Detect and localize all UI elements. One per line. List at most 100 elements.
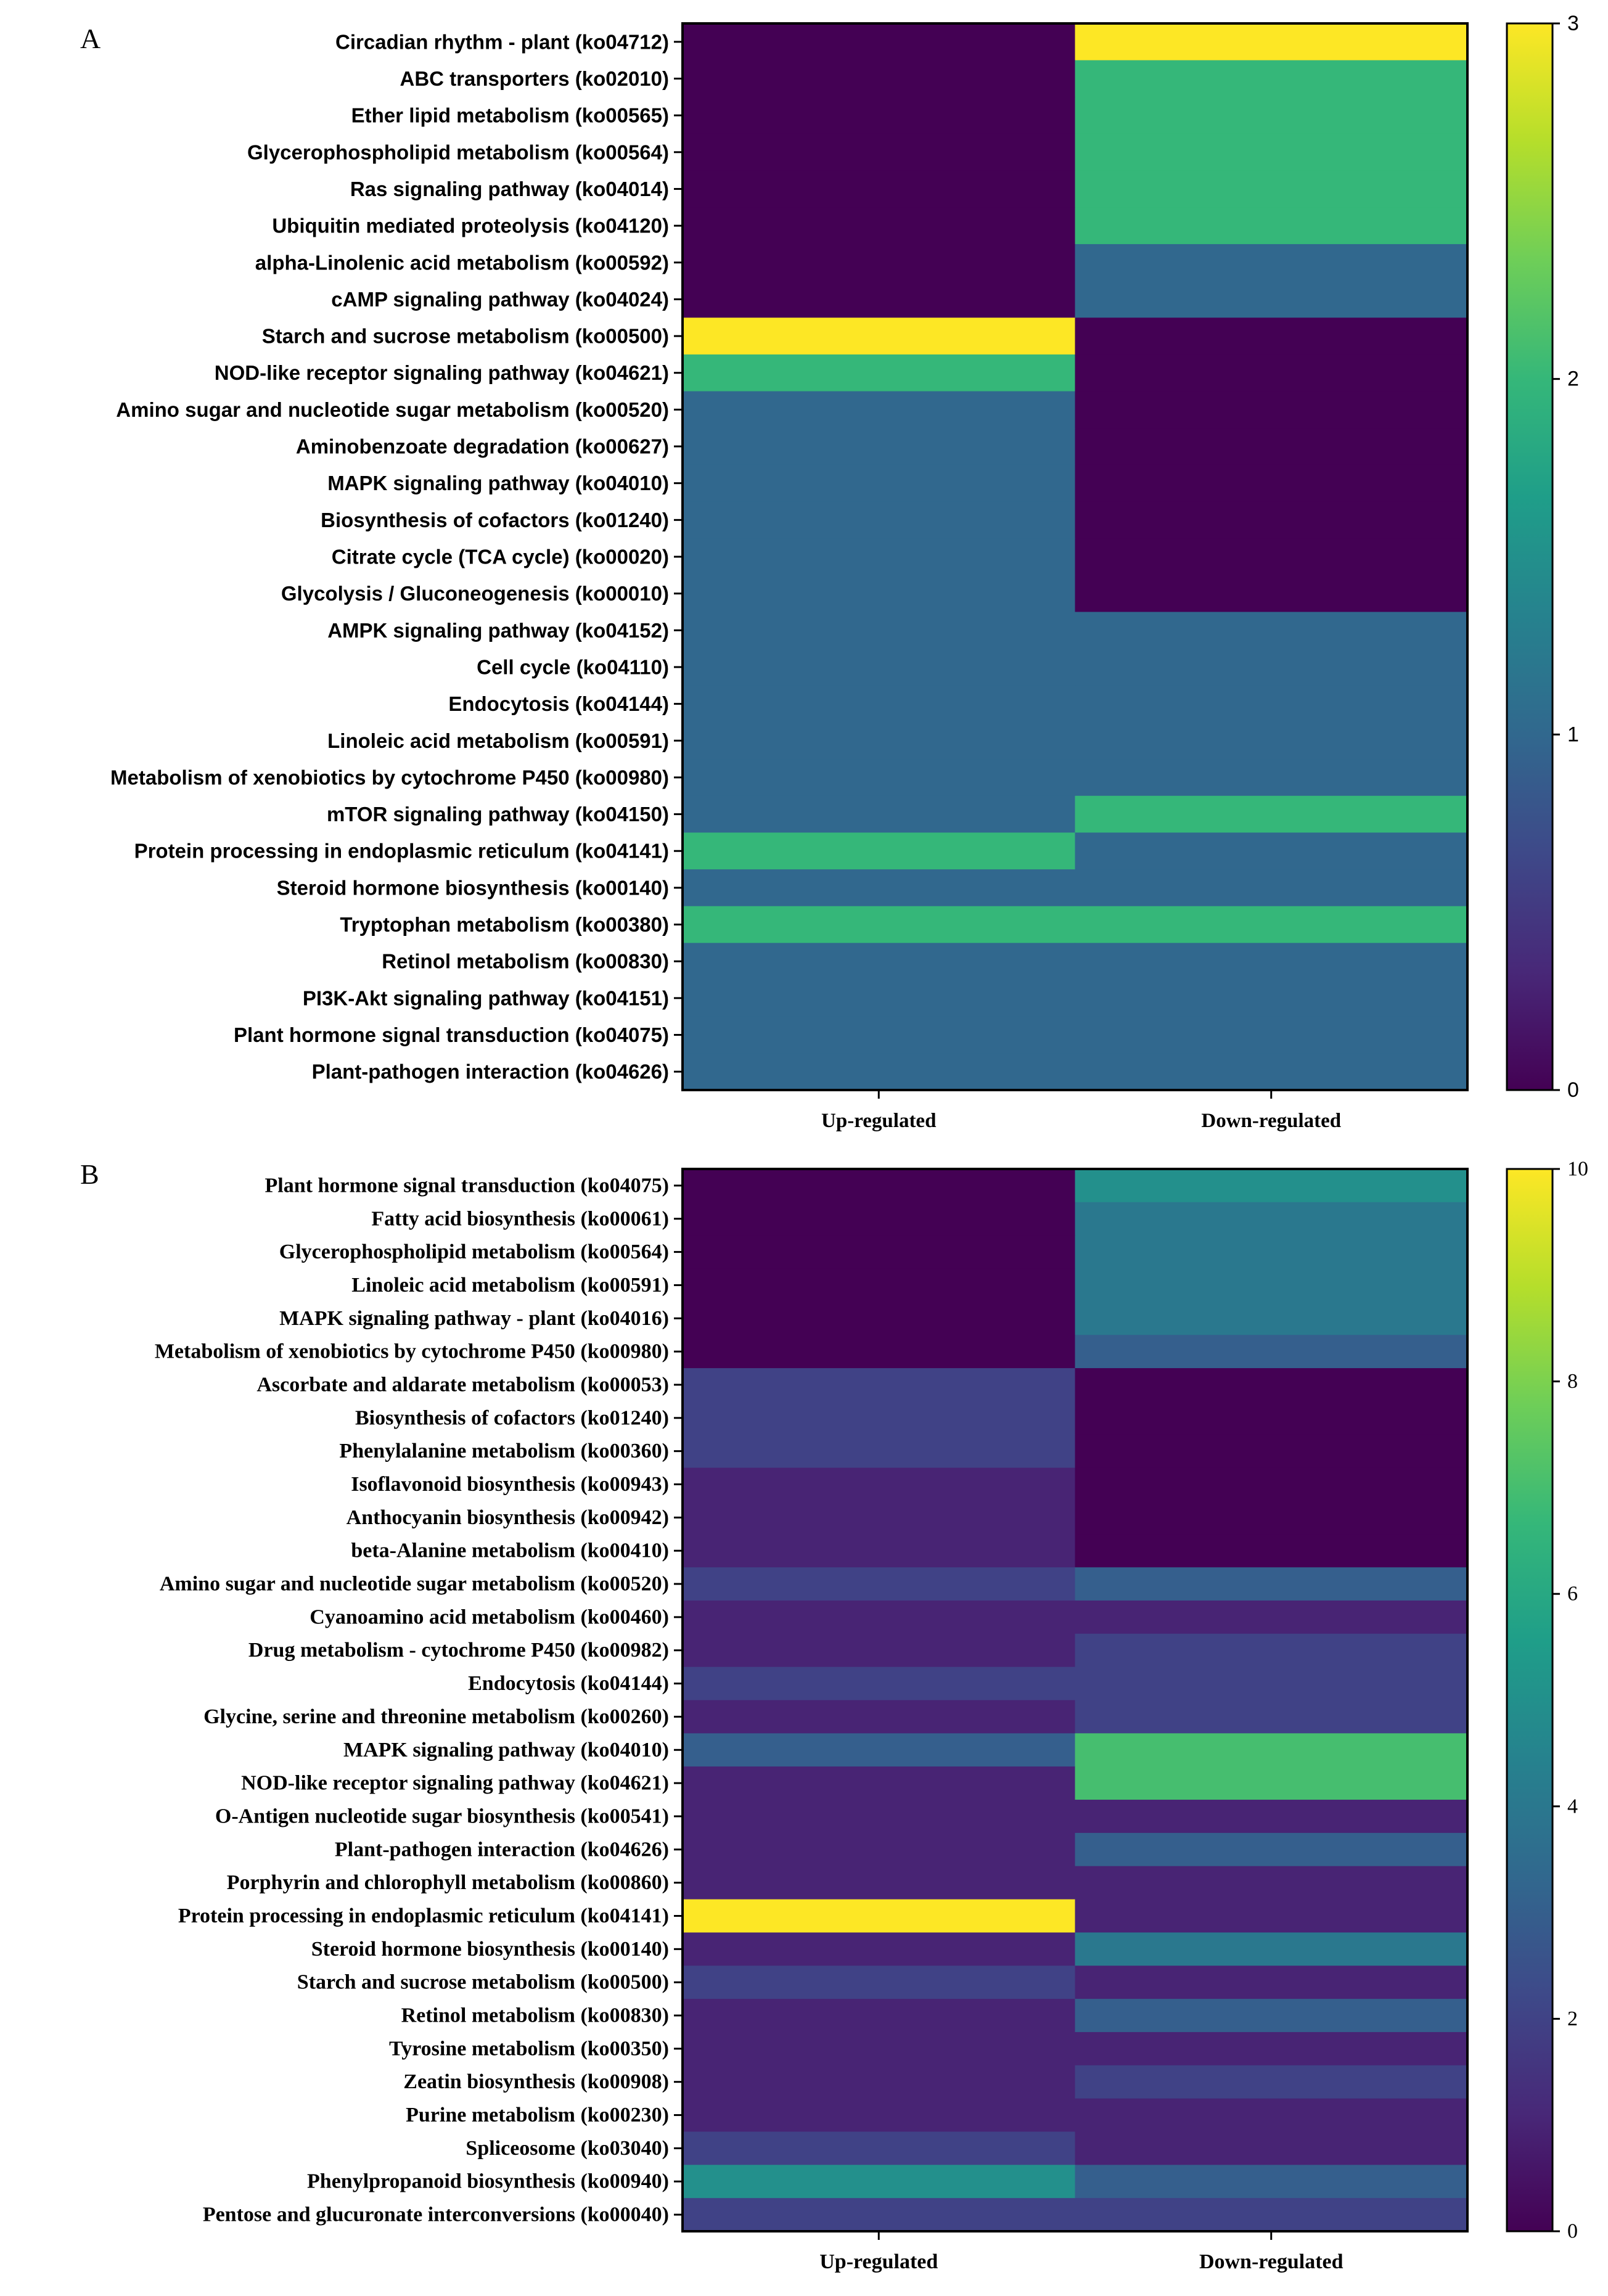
heatmap-cell	[1075, 23, 1468, 61]
row-label: Fatty acid biosynthesis (ko00061)	[371, 1207, 669, 1230]
heatmap-cell	[683, 207, 1076, 245]
heatmap-cell	[683, 244, 1076, 282]
heatmap-cell	[683, 1501, 1076, 1535]
heatmap-cell	[683, 60, 1076, 97]
panel-a-letter: A	[80, 23, 100, 54]
heatmap-cell	[683, 1866, 1076, 1900]
heatmap-cell	[683, 2032, 1076, 2066]
heatmap-cell	[683, 391, 1076, 428]
heatmap-cell	[1075, 612, 1468, 649]
row-label: Purine metabolism (ko00230)	[406, 2104, 669, 2126]
heatmap-cell	[1075, 244, 1468, 282]
row-label: Plant hormone signal transduction (ko040…	[234, 1023, 669, 1046]
heatmap-cell	[683, 170, 1076, 208]
heatmap-cell	[683, 943, 1076, 980]
heatmap-cell	[1075, 2198, 1468, 2232]
row-label: Starch and sucrose metabolism (ko00500)	[262, 325, 669, 348]
colorbar-tick-label: 0	[1567, 2220, 1578, 2243]
heatmap-cell	[1075, 97, 1468, 134]
colorbar	[1506, 22, 1554, 1091]
row-label: O-Antigen nucleotide sugar biosynthesis …	[215, 1805, 669, 1827]
row-label: Starch and sucrose metabolism (ko00500)	[297, 1971, 669, 1994]
heatmap-cell	[683, 1235, 1076, 1269]
colorbar-tick-label: 6	[1567, 1583, 1578, 1605]
heatmap-cell	[1075, 980, 1468, 1017]
heatmap-cell	[1075, 575, 1468, 613]
colorbar-tick-label: 1	[1567, 723, 1579, 746]
heatmap-cell	[683, 612, 1076, 649]
row-label: Citrate cycle (TCA cycle) (ko00020)	[332, 546, 669, 568]
row-label: Pentose and glucuronate interconversions…	[203, 2204, 669, 2226]
row-label: Glycolysis / Gluconeogenesis (ko00010)	[281, 582, 669, 605]
heatmap-a: Circadian rhythm - plant (ko04712) ABC tr…	[110, 12, 1579, 1132]
column-label: Down-regulated	[1199, 2250, 1343, 2273]
heatmap-cell	[1075, 649, 1468, 686]
heatmap-cell	[683, 1169, 1076, 1203]
row-label: Retinol metabolism (ko00830)	[382, 950, 669, 973]
heatmap-cell	[1075, 1999, 1468, 2033]
row-label: Endocytosis (ko04144)	[448, 692, 669, 715]
heatmap-cell	[683, 722, 1076, 760]
row-label: Tryptophan metabolism (ko00380)	[340, 913, 669, 936]
heatmap-cell	[1075, 170, 1468, 208]
heatmap-cell	[683, 2198, 1076, 2232]
heatmap-cell	[1075, 281, 1468, 318]
heatmap-b: Plant hormone signal transduction (ko040…	[155, 1158, 1588, 2274]
heatmap-cell	[1075, 2065, 1468, 2099]
row-label: Aminobenzoate degradation (ko00627)	[296, 435, 669, 458]
heatmap-cell	[683, 685, 1076, 723]
column-label: Up-regulated	[821, 1110, 936, 1132]
heatmap-cell	[1075, 832, 1468, 870]
heatmap-cell	[683, 1567, 1076, 1601]
column-label: Up-regulated	[819, 2250, 938, 2273]
heatmap-cell	[1075, 501, 1468, 539]
colorbar-tick-label: 2	[1567, 2007, 1578, 2030]
row-label: Ubiquitin mediated proteolysis (ko04120)	[272, 215, 669, 237]
heatmap-cell	[683, 318, 1076, 355]
colorbar-tick-label: 3	[1567, 12, 1579, 35]
heatmap-cell	[1075, 1401, 1468, 1435]
row-label: Ras signaling pathway (ko04014)	[350, 178, 669, 200]
row-label: alpha-Linolenic acid metabolism (ko00592…	[255, 251, 669, 274]
heatmap-cell	[683, 23, 1076, 61]
heatmap-cell	[683, 1335, 1076, 1369]
heatmap-cell	[1075, 1368, 1468, 1402]
row-label: Plant-pathogen interaction (ko04626)	[335, 1838, 669, 1861]
heatmap-cell	[683, 428, 1076, 465]
heatmap-cell	[683, 1053, 1076, 1091]
heatmap-cell	[1075, 1633, 1468, 1668]
heatmap-cell	[1075, 869, 1468, 907]
heatmap-cell	[1075, 1567, 1468, 1601]
heatmap-cell	[1075, 2032, 1468, 2066]
row-label: Steroid hormone biosynthesis (ko00140)	[311, 1938, 669, 1961]
heatmap-cell	[683, 1899, 1076, 1933]
heatmap-cell	[1075, 1932, 1468, 1966]
row-label: NOD-like receptor signaling pathway (ko0…	[241, 1772, 669, 1795]
row-label: Cyanoamino acid metabolism (ko00460)	[310, 1605, 669, 1628]
row-label: mTOR signaling pathway (ko04150)	[327, 803, 669, 826]
row-label: Glycine, serine and threonine metabolism…	[203, 1705, 669, 1728]
row-label: MAPK signaling pathway (ko04010)	[343, 1739, 669, 1761]
heatmap-cell	[683, 1667, 1076, 1701]
heatmap-cell	[1075, 207, 1468, 245]
heatmap-cell	[1075, 1053, 1468, 1091]
row-label: Tyrosine metabolism (ko00350)	[389, 2037, 669, 2060]
heatmap-cell	[1075, 538, 1468, 576]
heatmap-cell	[1075, 1016, 1468, 1054]
heatmap-cell	[683, 2165, 1076, 2199]
row-label: Steroid hormone biosynthesis (ko00140)	[277, 876, 669, 899]
heatmap-cell	[1075, 133, 1468, 171]
heatmap-cell	[1075, 795, 1468, 834]
row-label: Metabolism of xenobiotics by cytochrome …	[110, 766, 669, 789]
heatmap-cell	[683, 1999, 1076, 2033]
row-label: Biosynthesis of cofactors (ko01240)	[355, 1406, 669, 1429]
heatmap-cell	[1075, 943, 1468, 980]
colorbar-tick-label: 0	[1567, 1078, 1579, 1102]
row-label: Biosynthesis of cofactors (ko01240)	[321, 509, 669, 531]
row-label: Plant-pathogen interaction (ko04626)	[312, 1060, 669, 1083]
colorbar-tick-label: 10	[1567, 1158, 1588, 1181]
heatmap-cell	[1075, 60, 1468, 97]
row-label: Porphyrin and chlorophyll metabolism (ko…	[227, 1871, 669, 1894]
heatmap-cell	[683, 2098, 1076, 2133]
heatmap-cell	[1075, 685, 1468, 723]
